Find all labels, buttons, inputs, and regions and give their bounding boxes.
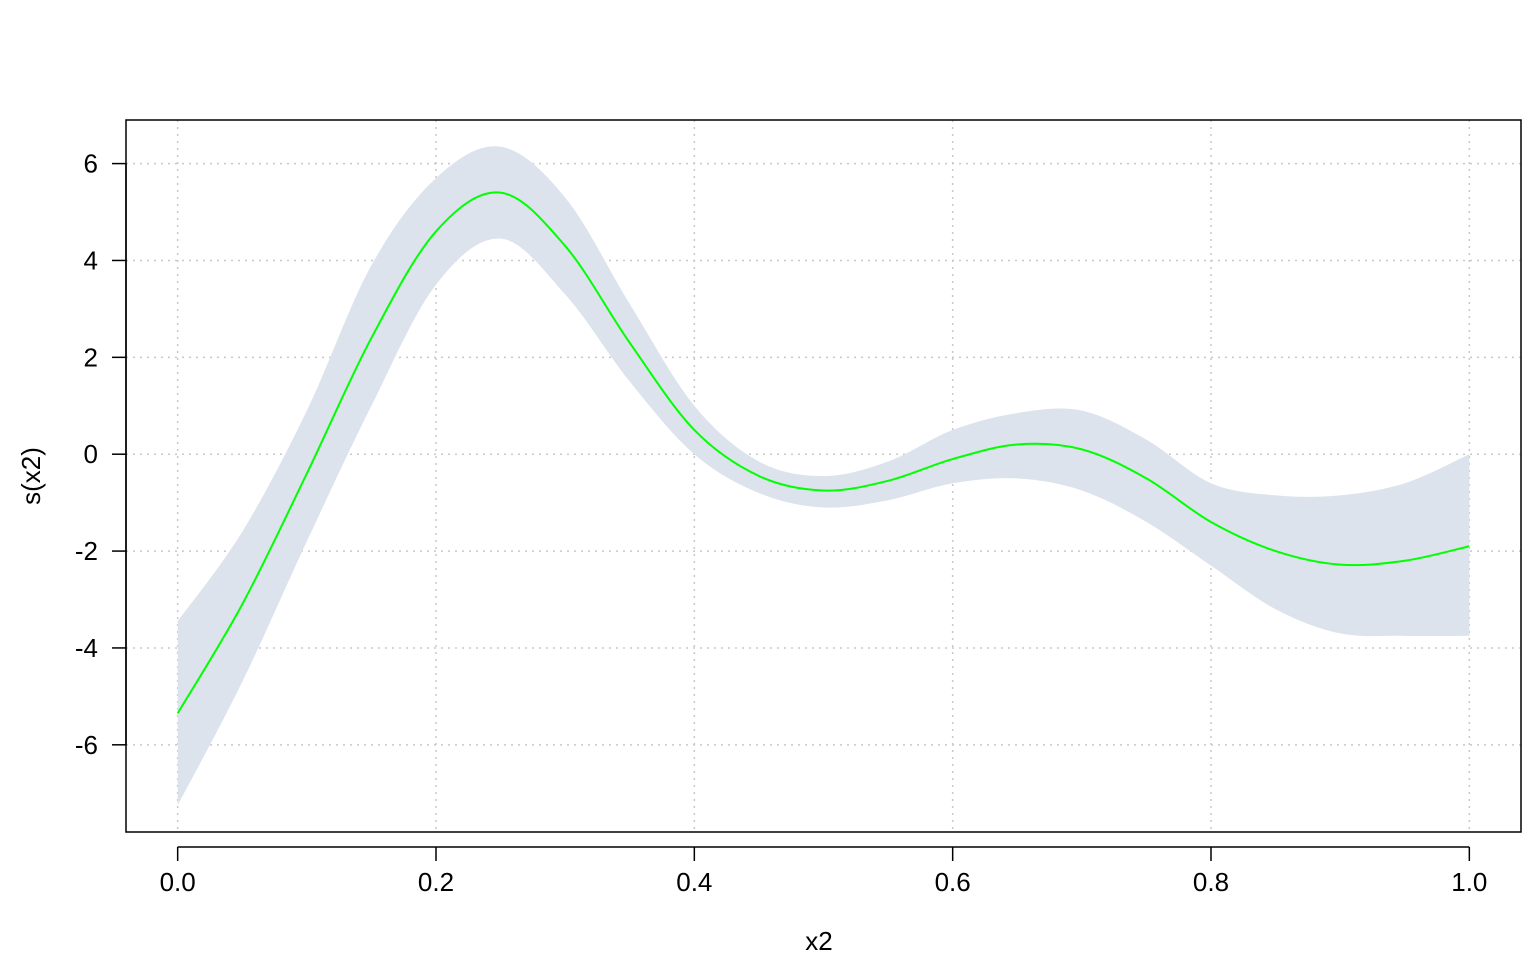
- y-tick-label: 6: [84, 149, 98, 179]
- x-axis: 0.0 0.2 0.4 0.6 0.8 1.0: [160, 846, 1487, 897]
- y-tick-label: -6: [75, 730, 98, 760]
- x-axis-title: x2: [805, 926, 832, 956]
- y-axis: -6 -4 -2 0 2 4 6: [75, 149, 127, 760]
- confidence-band-group: [177, 146, 1470, 806]
- x-tick-label: 0.6: [935, 867, 971, 897]
- estimate-line-group: [176, 191, 1470, 714]
- y-axis-title: s(x2): [16, 447, 46, 505]
- confidence-band: [177, 146, 1470, 806]
- x-tick-label: 0.2: [418, 867, 454, 897]
- y-tick-label: 2: [84, 342, 98, 372]
- x-tick-label: 0.4: [676, 867, 712, 897]
- estimate-line: [176, 191, 1470, 714]
- x-tick-label: 0.8: [1193, 867, 1229, 897]
- x-tick-label: 1.0: [1451, 867, 1487, 897]
- y-tick-label: 4: [84, 245, 98, 275]
- y-tick-label: 0: [84, 439, 98, 469]
- y-tick-label: -2: [75, 536, 98, 566]
- x-tick-label: 0.0: [160, 867, 196, 897]
- y-tick-label: -4: [75, 633, 98, 663]
